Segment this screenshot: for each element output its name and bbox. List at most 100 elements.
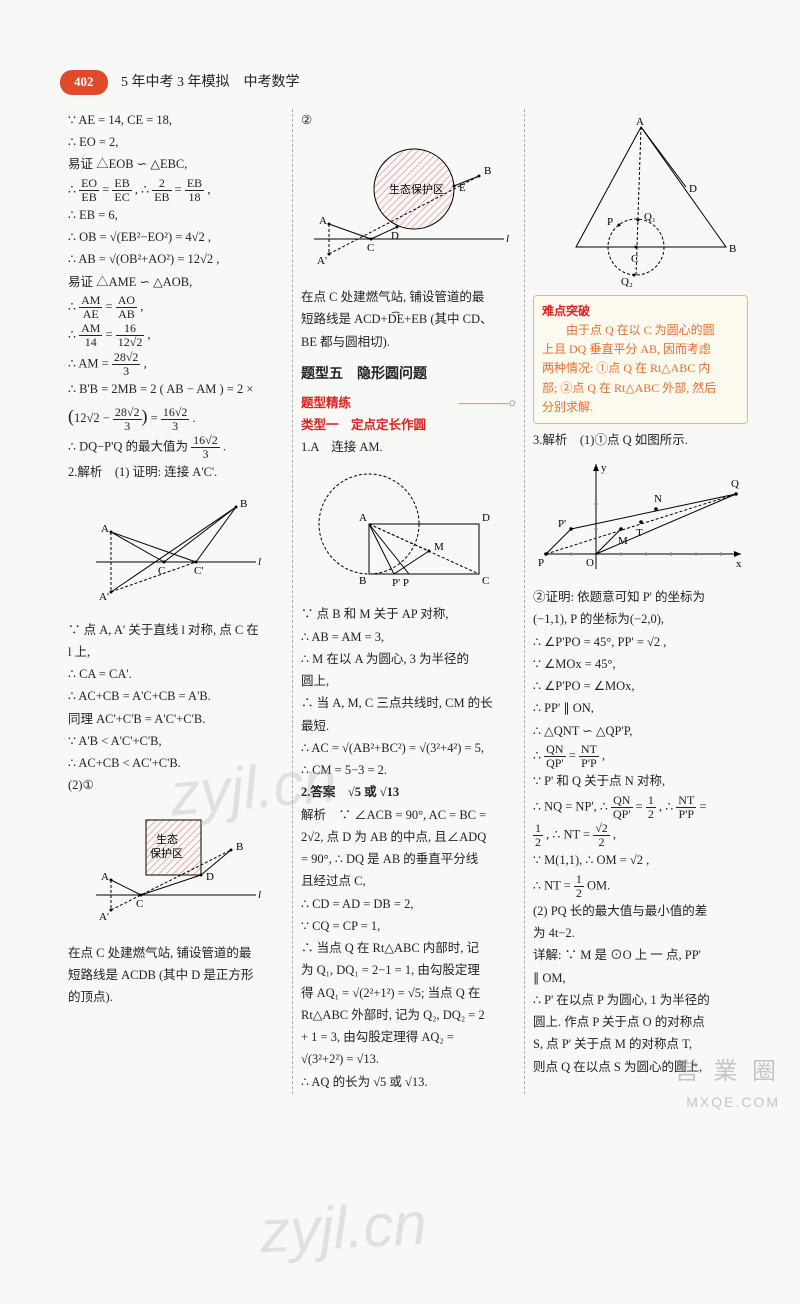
watermark: zyjl.cn [258,1176,429,1281]
text-line: (2)① [68,775,284,796]
text-line: = 90°, ∴ DQ 是 AB 的垂直平分线 [301,849,516,870]
box-line: 由于点 Q 在以 C 为圆心的圆 [542,321,739,340]
answer-line: 2.答案 √5 或 √13 [301,782,516,803]
text-line: ∴ △QNT ∽ △QP'P, [533,721,748,742]
svg-text:T: T [636,527,643,539]
equation-line: (12√2 − 28√23) = 16√23 . [68,401,284,433]
svg-text:C: C [482,575,489,587]
svg-text:O: O [586,557,594,569]
text-line: ∵ 点 B 和 M 关于 AP 对称, [301,604,516,625]
text-line: BE 都与圆相切). [301,332,516,353]
page-header: 402 5 年中考 3 年模拟 中考数学 [60,70,760,95]
text-line: 短路线是 ACDB (其中 D 是正方形 [68,965,284,986]
decor-circle-icon: ————○ [458,393,516,414]
difficulty-box: 难点突破 由于点 Q 在以 C 为圆心的圆 上且 DQ 垂直平分 AB, 因而考… [533,295,748,424]
figure-col2-rect-circle: A D B C P' P M [301,466,516,596]
text-line: (2) PQ 长的最大值与最小值的差 [533,901,748,922]
equation-line: ∴ DQ−P'Q 的最大值为 16√23 . [68,434,284,461]
text-line: ∴ AC = √(AB²+BC²) = √(3²+4²) = 5, [301,738,516,759]
svg-text:A': A' [99,591,109,603]
equation-line: ∴ AMAE = AOAB , [68,294,284,321]
text-line: ∴ AC+CB = A'C+CB = A'B. [68,686,284,707]
box-line: 分别求解. [542,398,739,417]
text-line: l 上, [68,642,284,663]
text-line: Rt△ABC 外部时, 记为 Q₂, DQ₂ = 2 [301,1005,516,1026]
text-line: ∴ EB = 6, [68,205,284,226]
text-line: ∴ 当点 Q 在 Rt△ABC 内部时, 记 [301,938,516,959]
text-line: 的顶点). [68,987,284,1008]
text-line: 圆上, [301,671,516,692]
difficulty-header: 难点突破 [542,302,739,321]
text-line: 1.A 连接 AM. [301,437,516,458]
svg-text:D: D [689,183,697,195]
text-line: ∴ AB = √(OB²+AO²) = 12√2 , [68,249,284,270]
svg-text:B: B [484,165,491,177]
text-line: ∴ AB = AM = 3, [301,627,516,648]
text-line: ∵ 点 A, A' 关于直线 l 对称, 点 C 在 [68,620,284,641]
text-line: 同理 AC'+C'B = A'C'+C'B. [68,709,284,730]
text-line: ∵ A'B < A'C'+C'B, [68,731,284,752]
svg-text:B: B [729,243,736,255]
text-line: ∵ AE = 14, CE = 18, [68,110,284,131]
svg-text:C: C [367,242,374,254]
svg-text:l: l [258,556,261,568]
svg-text:D: D [482,512,490,524]
text-line: ∥ OM, [533,968,748,989]
text-line: ∴ P' 在以点 P 为圆心, 1 为半径的 [533,990,748,1011]
svg-text:x: x [736,558,742,570]
svg-text:A': A' [99,911,109,923]
text-line: 圆上. 作点 P 关于点 O 的对称点 [533,1012,748,1033]
text-line: 2.解析 (1) 证明: 连接 A'C'. [68,462,284,483]
svg-text:P: P [607,216,613,228]
text-line: + 1 = 3, 由勾股定理得 AQ₂ = [301,1027,516,1048]
svg-text:y: y [601,462,607,474]
svg-text:A: A [636,117,644,128]
text-line: 短路线是 ACD+D͡E+EB (其中 CD、 [301,309,516,330]
text-line: ∴ AC+CB < AC'+C'B. [68,753,284,774]
page: 402 5 年中考 3 年模拟 中考数学 ∵ AE = 14, CE = 18,… [0,0,800,1134]
svg-text:l: l [258,889,261,901]
svg-text:B: B [240,498,247,510]
page-number-badge: 402 [60,70,108,95]
content-columns: ∵ AE = 14, CE = 18, ∴ EO = 2, 易证 △EOB ∽ … [60,109,760,1094]
text-line: 为 Q₁, DQ₁ = 2−1 = 1, 由勾股定理 [301,960,516,981]
box-line: 两种情况: ①点 Q 在 Rt△ABC 内 [542,359,739,378]
text-line: ∴ CA = CA'. [68,664,284,685]
equation-line: 12 , ∴ NT = √22 , [533,822,748,849]
text-line: 3.解析 (1)①点 Q 如图所示. [533,430,748,451]
text-line: 在点 C 处建燃气站, 铺设管道的最 [301,287,516,308]
equation-line: ∴ EOEB = EBEC , ∴ 2EB = EB18 , [68,177,284,204]
svg-text:A: A [359,512,367,524]
text-line: ∴ AQ 的长为 √5 或 √13. [301,1072,516,1093]
text-line: 得 AQ₁ = √(2²+1²) = √5; 当点 Q 在 [301,983,516,1004]
svg-text:A: A [101,871,109,883]
svg-text:P' P: P' P [392,577,409,589]
svg-text:N: N [654,493,662,505]
text-line: ∴ M 在以 A 为圆心, 3 为半径的 [301,649,516,670]
text-line: 在点 C 处建燃气站, 铺设管道的最 [68,943,284,964]
equation-line: ∴ NQ = NP', ∴ QNQP' = 12 , ∴ NTP'P = [533,794,748,821]
text-line: √(3²+2²) = √13. [301,1049,516,1070]
text-line: ∴ EO = 2, [68,132,284,153]
text-line: ∴ OB = √(EB²−EO²) = 4√2 , [68,227,284,248]
subsection-label: 题型精练 [301,396,351,410]
text-line: ∴ PP' ∥ ON, [533,698,748,719]
text-line: ∵ CQ = CP = 1, [301,916,516,937]
text-line: 最短. [301,716,516,737]
text-line: 详解: ∵ M 是 ⊙O 上 一 点, PP' [533,945,748,966]
svg-text:生态: 生态 [156,832,178,846]
equation-line: ∴ AM14 = 1612√2 , [68,322,284,349]
svg-text:C: C [136,898,143,910]
figure-col3-triangle: A B D C Q₁ Q₂ P [533,117,748,287]
svg-text:A: A [101,523,109,535]
text-line: 为 4t−2. [533,923,748,944]
text-line: ∵ ∠MOx = 45°, [533,654,748,675]
type-heading: 类型一 定点定长作圆 [301,415,516,436]
text-line: ∴ CM = 5−3 = 2. [301,760,516,781]
svg-text:Q: Q [731,478,739,490]
svg-text:生态保护区: 生态保护区 [389,182,444,196]
corner-watermark: 営 業 圈 MXQE.COM [675,1053,780,1114]
equation-line: ∴ AM = 28√23 , [68,351,284,378]
equation-line: ∴ QNQP' = NTP'P , [533,743,748,770]
svg-text:Q₂: Q₂ [621,276,633,287]
